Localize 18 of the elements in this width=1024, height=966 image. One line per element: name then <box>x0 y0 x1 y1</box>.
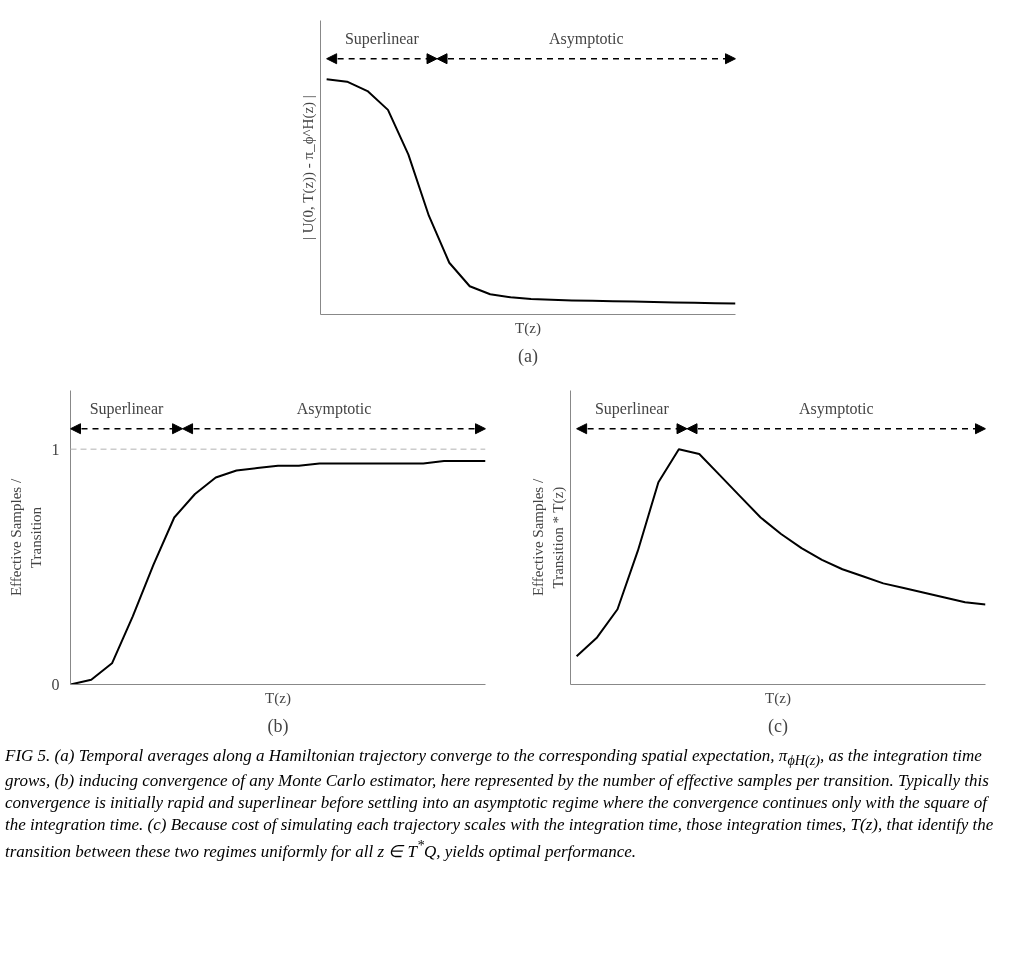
y-tick-label: 0 <box>51 676 60 693</box>
y-axis-title: Effective Samples / Transition * T(z) <box>530 478 567 597</box>
annotation: Asymptotic <box>296 399 372 418</box>
text: Superlinear <box>594 399 670 418</box>
x-axis-title: T(z) <box>765 689 791 707</box>
y-tick-label: 1 <box>51 440 60 458</box>
text: FIG 5. (a) Temporal averages along a Hamiltonian trajectory converge to the corresponding spatial expectation, π$_{ϕH(z)}$, as the integration time grows, (b) inducing convergence of any Monte Carlo estimator, here represented by the number of effective samples per transition. Typically this convergence is initially rapid and superlinear before settling into an asymptotic regime where the convergence continues only with the square of the integration time. (c) Because cost of simulating each trajectory scales with the integration time, those integration times, T(z), that identify the transition between these two regimes uniformly for all z ∈ T$^{*}$Q, yields optimal performance. <box>5 746 994 861</box>
text: (c) <box>768 715 788 737</box>
text: (b) <box>267 715 289 737</box>
text: Asymptotic <box>798 399 874 418</box>
text: Asymptotic <box>548 29 624 48</box>
y-axis-title: Effective Samples / Transition <box>8 478 44 597</box>
x-axis-title: T(z) <box>265 689 291 707</box>
text: Superlinear <box>344 29 420 48</box>
x-axis-title: T(z) <box>515 319 541 337</box>
y-axis-title: | U(0, T(z)) - π_ϕ^H(z) | <box>299 95 317 241</box>
annotation: Superlinear <box>89 399 165 418</box>
text: (a) <box>518 345 538 367</box>
